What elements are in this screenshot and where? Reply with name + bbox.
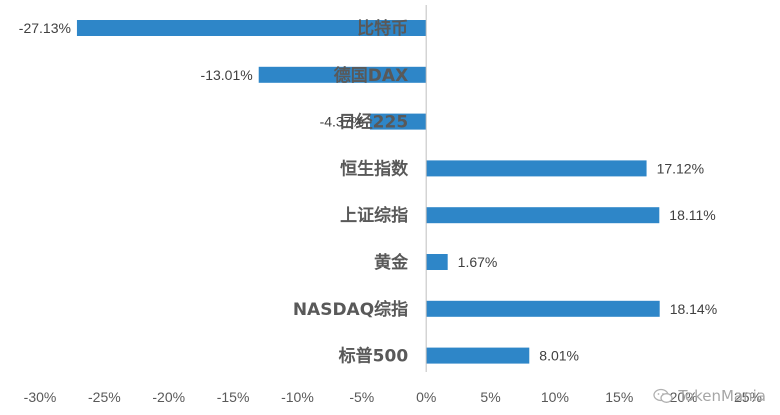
x-tick-label: -10% [281, 389, 314, 405]
x-tick-label: -25% [88, 389, 121, 405]
category-label: 恒生指数 [340, 158, 409, 179]
value-label: 17.12% [657, 160, 704, 176]
x-tick-label: -15% [217, 389, 250, 405]
bar [426, 160, 647, 177]
category-label: 德国DAX [334, 65, 408, 86]
value-labels: -27.13% -13.01% -4.37% 17.12% 18.11% 1.67% 18.… [19, 20, 717, 364]
value-label: 8.01% [539, 348, 579, 364]
x-tick-label: -30% [24, 389, 57, 405]
bar [426, 254, 448, 270]
x-tick-labels: -30% -25% -20% -15% -10% -5% 0% 5% 10% 15% 20% 25% [24, 389, 762, 405]
x-tick-label: 5% [480, 389, 500, 405]
bars-group [76, 20, 660, 364]
x-tick-label: -20% [152, 389, 185, 405]
value-label: 18.11% [669, 207, 715, 223]
bar [426, 207, 660, 224]
x-tick-label: 10% [541, 389, 569, 405]
category-label: 日经225 [339, 112, 409, 133]
watermark-text: TokenMania [678, 387, 766, 405]
wechat-icon [653, 388, 673, 403]
x-tick-label: 0% [416, 389, 436, 405]
watermark: TokenMania [653, 387, 766, 405]
x-tick-label: 20% [670, 389, 698, 405]
x-tick-label: 15% [605, 389, 633, 405]
bar [369, 113, 427, 130]
x-tick-label: -5% [349, 389, 374, 405]
value-label: -27.13% [19, 20, 71, 36]
bar [426, 347, 530, 364]
value-label: -4.37% [320, 114, 364, 130]
category-label: 黄金 [374, 252, 409, 273]
category-label: 标普500 [339, 346, 409, 367]
value-label: 1.67% [458, 254, 498, 270]
x-tick-label: 25% [734, 389, 762, 405]
bar [426, 300, 660, 317]
bar [258, 66, 427, 83]
bar [76, 20, 427, 36]
value-label: 18.14% [670, 301, 717, 317]
category-label: 比特币 [357, 18, 408, 39]
value-label: -13.01% [201, 67, 253, 83]
category-label: 上证综指 [340, 205, 408, 226]
category-label: NASDAQ综指 [293, 299, 408, 320]
